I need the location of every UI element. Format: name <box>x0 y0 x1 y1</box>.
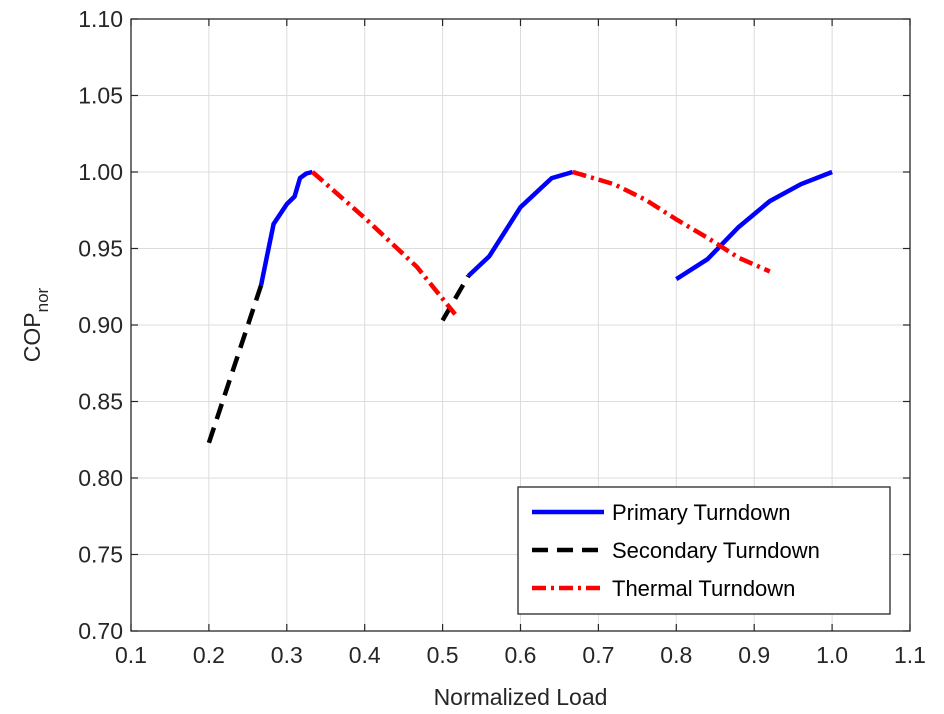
x-tick-label: 0.3 <box>271 642 303 668</box>
legend: Primary Turndown Secondary Turndown Ther… <box>517 486 891 615</box>
legend-box <box>517 486 891 615</box>
x-tick-label: 0.8 <box>660 642 692 668</box>
series-group <box>206 169 833 444</box>
legend-label-secondary: Secondary Turndown <box>612 538 820 563</box>
y-axis-title-subscript: nor <box>33 287 52 312</box>
series-line-primary-turndown <box>258 169 314 286</box>
x-tick-label: 1.1 <box>894 642 926 668</box>
series-line-secondary-turndown <box>206 284 264 444</box>
series-line-primary-turndown <box>675 169 833 281</box>
x-tick-labels: 0.1 0.2 0.3 0.4 0.5 0.6 0.7 0.8 0.9 1.0 1.1 <box>115 642 926 668</box>
y-tick-label: 1.00 <box>78 159 123 185</box>
x-tick-label: 0.2 <box>193 642 225 668</box>
y-tick-label: 0.85 <box>78 389 123 415</box>
x-tick-label: 0.5 <box>427 642 459 668</box>
y-tick-label: 0.80 <box>78 465 123 491</box>
series-line-primary-turndown <box>466 169 574 278</box>
y-tick-label: 1.10 <box>78 6 123 32</box>
y-axis-title-main: COP <box>19 312 45 362</box>
x-tick-label: 0.4 <box>349 642 381 668</box>
series-line-thermal-turndown <box>572 169 771 274</box>
y-axis-title: COPnor <box>19 287 52 362</box>
y-tick-label: 1.05 <box>78 83 123 109</box>
series-line-secondary-turndown <box>440 274 471 322</box>
ticks <box>130 18 911 632</box>
legend-label-thermal: Thermal Turndown <box>612 576 795 601</box>
legend-label-primary: Primary Turndown <box>612 500 791 525</box>
y-tick-label: 0.70 <box>78 618 123 644</box>
y-tick-label: 0.95 <box>78 236 123 262</box>
y-tick-label: 0.90 <box>78 312 123 338</box>
x-tick-label: 0.6 <box>505 642 537 668</box>
y-tick-labels: 0.70 0.75 0.80 0.85 0.90 0.95 1.00 1.05 1.10 <box>78 6 123 644</box>
x-tick-label: 0.1 <box>115 642 147 668</box>
series-line-thermal-turndown <box>311 170 457 316</box>
y-tick-label: 0.75 <box>78 542 123 568</box>
x-tick-label: 0.9 <box>738 642 770 668</box>
x-tick-label: 1.0 <box>816 642 848 668</box>
x-tick-label: 0.7 <box>582 642 614 668</box>
x-axis-title: Normalized Load <box>434 684 608 710</box>
